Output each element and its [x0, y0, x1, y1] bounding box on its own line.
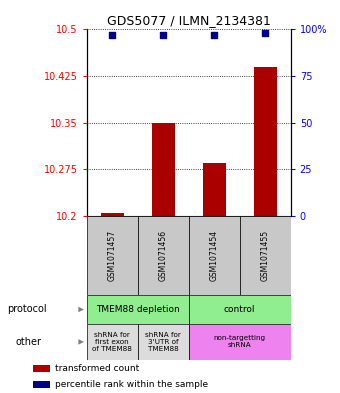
Bar — [33, 381, 50, 388]
Text: percentile rank within the sample: percentile rank within the sample — [55, 380, 208, 389]
Point — [109, 32, 115, 38]
Bar — [138, 324, 189, 360]
Text: shRNA for
3'UTR of
TMEM88: shRNA for 3'UTR of TMEM88 — [145, 332, 181, 352]
Bar — [87, 295, 189, 324]
Text: TMEM88 depletion: TMEM88 depletion — [96, 305, 180, 314]
Text: other: other — [15, 337, 41, 347]
Bar — [240, 216, 291, 295]
Text: transformed count: transformed count — [55, 364, 139, 373]
Text: protocol: protocol — [7, 304, 47, 314]
Bar — [101, 213, 124, 216]
Text: GSM1071454: GSM1071454 — [210, 230, 219, 281]
Point — [211, 32, 217, 38]
Text: GSM1071455: GSM1071455 — [261, 230, 270, 281]
Bar — [203, 163, 226, 216]
Text: control: control — [224, 305, 255, 314]
Bar — [87, 324, 138, 360]
Text: non-targetting
shRNA: non-targetting shRNA — [214, 335, 266, 349]
Text: shRNA for
first exon
of TMEM88: shRNA for first exon of TMEM88 — [92, 332, 132, 352]
Bar — [33, 365, 50, 373]
Text: GSM1071457: GSM1071457 — [108, 230, 117, 281]
Title: GDS5077 / ILMN_2134381: GDS5077 / ILMN_2134381 — [107, 14, 271, 27]
Bar — [152, 123, 175, 216]
Bar — [189, 216, 240, 295]
Bar — [138, 216, 189, 295]
Text: GSM1071456: GSM1071456 — [159, 230, 168, 281]
Point — [160, 32, 166, 38]
Bar — [87, 216, 138, 295]
Point — [262, 30, 268, 36]
Bar — [189, 295, 291, 324]
Bar — [189, 324, 291, 360]
Bar — [254, 67, 277, 216]
